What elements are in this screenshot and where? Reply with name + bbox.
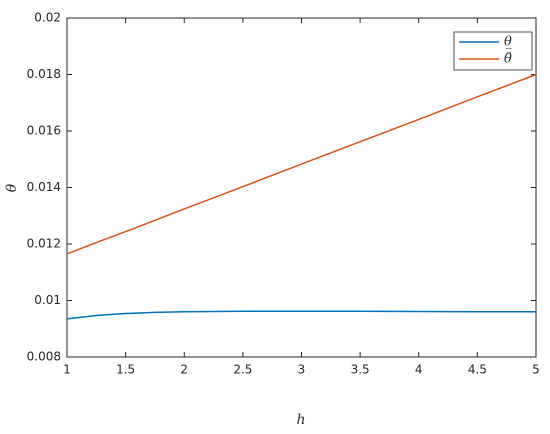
y-tick-label: 0.008 [27, 350, 61, 364]
line-series [66, 73, 537, 255]
x-tick-label: 3.5 [351, 363, 370, 377]
y-tick-label: 0.014 [27, 180, 61, 194]
x-tick-label: 2.5 [233, 363, 252, 377]
plot-area [66, 17, 537, 358]
x-axis-label: h [296, 412, 305, 428]
x-tick-label: 2 [180, 363, 188, 377]
x-tick-label: 3 [298, 363, 306, 377]
line-series [66, 310, 536, 320]
legend-label: θ̄ [504, 52, 512, 67]
x-tick-label: 1 [63, 363, 71, 377]
x-tick-label: 1.5 [116, 363, 135, 377]
y-tick-label: 0.018 [27, 67, 61, 81]
legend-box [453, 31, 533, 71]
y-axis-label: θ [4, 183, 20, 192]
y-tick-label: 0.01 [34, 293, 61, 307]
y-tick-label: 0.016 [27, 124, 61, 138]
y-tick-label: 0.012 [27, 237, 61, 251]
x-tick-label: 5 [532, 363, 540, 377]
x-tick-label: 4.5 [468, 363, 487, 377]
y-tick-label: 0.02 [34, 11, 61, 25]
legend-label: θ̲ [504, 35, 512, 50]
x-tick-label: 4 [415, 363, 423, 377]
